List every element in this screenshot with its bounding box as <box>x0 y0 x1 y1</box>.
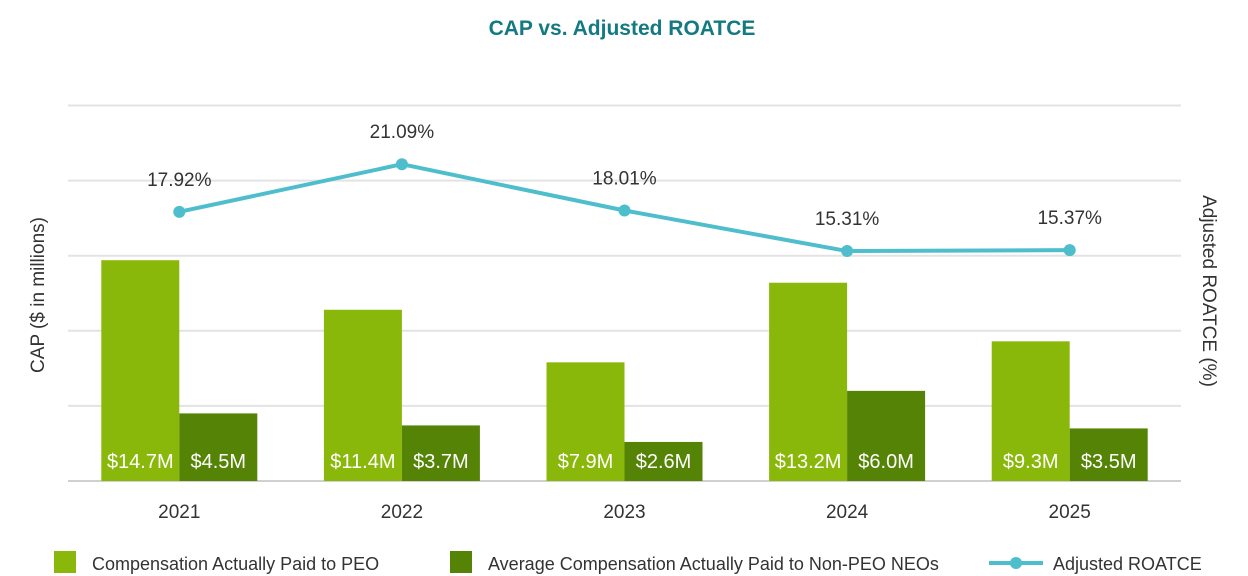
peo-cap-bar-label: $11.4M <box>330 451 395 473</box>
peo-cap-bar <box>101 260 180 481</box>
x-axis-ticks: 2021 2022 2023 2024 2025 <box>158 502 1091 523</box>
bars <box>101 260 1148 481</box>
roatce-point <box>841 245 854 258</box>
legend-swatch-neo <box>450 551 472 573</box>
neo-cap-bar <box>624 441 703 481</box>
neo-cap-bar-label: $4.5M <box>191 451 247 473</box>
neo-cap-bar-label: $2.6M <box>636 451 692 473</box>
neo-cap-bar-label: $3.5M <box>1081 451 1137 473</box>
peo-cap-bar <box>323 309 402 481</box>
neo-cap-bar <box>179 413 258 481</box>
legend-swatch-peo <box>54 551 76 573</box>
roatce-point <box>173 205 186 218</box>
chart-title: CAP vs. Adjusted ROATCE <box>489 17 756 40</box>
x-tick-label: 2022 <box>381 502 423 523</box>
roatce-point <box>618 204 631 217</box>
roatce-label: 17.92% <box>147 170 212 191</box>
neo-cap-bar-label: $6.0M <box>858 451 914 473</box>
peo-cap-bar <box>769 282 848 481</box>
legend-label-peo: Compensation Actually Paid to PEO <box>92 554 379 574</box>
roatce-label: 21.09% <box>370 122 435 143</box>
roatce-label: 18.01% <box>592 168 657 189</box>
roatce-line-layer: 17.92% 21.09% 18.01% 15.31% 15.37% <box>147 122 1102 258</box>
x-tick-label: 2025 <box>1049 502 1091 523</box>
roatce-point <box>1063 244 1076 257</box>
peo-cap-bar <box>546 362 625 481</box>
neo-cap-bar <box>1069 428 1148 481</box>
x-tick-label: 2024 <box>826 502 869 523</box>
roatce-point <box>395 158 408 171</box>
y-axis-title: CAP ($ in millions) <box>28 217 49 373</box>
x-tick-label: 2021 <box>158 502 200 523</box>
y2-axis-title: Adjusted ROATCE (%) <box>1198 195 1219 387</box>
legend-swatch-roatce <box>989 557 1043 569</box>
roatce-label: 15.31% <box>815 209 880 230</box>
neo-cap-bar-label: $3.7M <box>413 451 469 473</box>
peo-cap-bar-label: $13.2M <box>775 451 842 473</box>
neo-cap-bar <box>401 425 480 481</box>
neo-cap-bar <box>847 390 926 481</box>
legend: Compensation Actually Paid to PEO Average… <box>54 551 1202 574</box>
peo-cap-bar-label: $14.7M <box>107 451 174 473</box>
peo-cap-bar <box>991 341 1070 481</box>
peo-cap-bar-label: $7.9M <box>558 451 614 473</box>
legend-label-neo: Average Compensation Actually Paid to No… <box>488 554 939 574</box>
bar-labels: $14.7M $4.5M $11.4M $3.7M $7.9M $2.6M $13.2M $6… <box>107 451 1137 473</box>
x-tick-label: 2023 <box>603 502 645 523</box>
peo-cap-bar-label: $9.3M <box>1003 451 1059 473</box>
legend-label-roatce: Adjusted ROATCE <box>1053 554 1202 574</box>
roatce-label: 15.37% <box>1037 208 1102 229</box>
